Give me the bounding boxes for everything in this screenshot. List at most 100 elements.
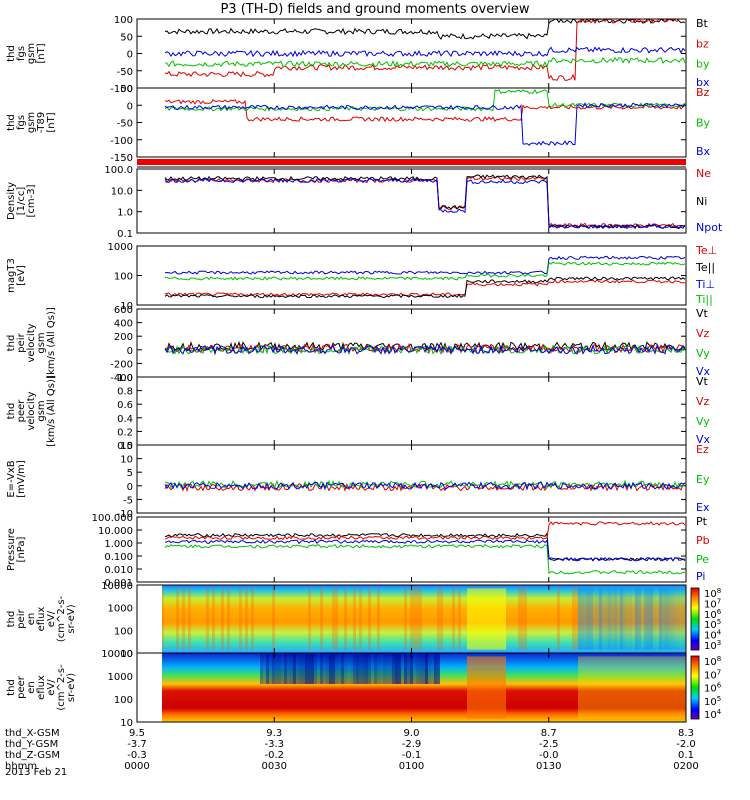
y-axis-label: thd <box>6 335 17 352</box>
spectrogram-column <box>281 653 284 685</box>
series-Pb <box>164 521 686 541</box>
spectrogram-column <box>395 653 398 685</box>
y-axis-label: [km/s (All Qs)] <box>46 307 57 379</box>
spectrogram-column <box>626 656 629 719</box>
y-tick-label: 0.0 <box>117 441 133 452</box>
y-tick-label: 10.000 <box>98 526 133 537</box>
spectrogram-column <box>608 588 611 650</box>
spectrogram-column <box>632 588 635 650</box>
y-tick-label: 0.010 <box>104 565 133 576</box>
spectrogram-column <box>335 653 338 685</box>
spectrogram-column <box>398 653 401 685</box>
legend-Npot: Npot <box>696 221 723 234</box>
spectrogram-column <box>404 653 407 685</box>
legend-Ni: Ni <box>696 195 707 208</box>
spectrogram-column <box>524 588 527 650</box>
spectrogram-column <box>671 588 674 650</box>
spectrogram-column <box>269 653 272 685</box>
y-tick-label: -50 <box>117 67 133 78</box>
spectrogram-column <box>314 653 317 685</box>
y-axis-label: eV/ <box>46 610 57 627</box>
legend-Ey: Ey <box>696 473 710 486</box>
legend-Bt: Bt <box>696 17 709 30</box>
y-axis-label: gsm <box>36 400 47 421</box>
y-tick-label: 1.0 <box>117 373 133 384</box>
y-tick-label: 0.001 <box>104 578 133 589</box>
spectrogram-column <box>593 656 596 719</box>
spectrogram-column <box>476 588 479 650</box>
y-axis-label: [eV] <box>16 265 27 286</box>
series-Pt <box>164 532 686 562</box>
xaxis-value: -0.3 <box>127 750 147 761</box>
y-tick-label: 0.100 <box>104 552 133 563</box>
spectrogram-column <box>680 656 683 719</box>
spectrogram-column <box>311 653 314 685</box>
y-tick-label: 100.0 <box>104 165 133 176</box>
spectrogram-column <box>371 653 374 685</box>
spectrogram-column <box>647 588 650 650</box>
xaxis-value: 0100 <box>399 761 424 772</box>
y-axis-label: eflux <box>36 607 47 632</box>
spectrogram-column <box>368 588 371 650</box>
spectrogram-column <box>617 656 620 719</box>
plot-title: P3 (TH-D) fields and ground moments over… <box>220 2 530 17</box>
series-By <box>164 88 686 112</box>
y-tick-label: 1.000 <box>104 539 133 550</box>
spectrogram-column <box>326 653 329 685</box>
xaxis-row-label: thd_Z-GSM <box>5 750 60 761</box>
spectrogram-column <box>392 653 395 685</box>
spectrogram-column <box>308 588 311 650</box>
xaxis-value: 9.0 <box>404 728 420 739</box>
spectrogram-column <box>431 653 434 685</box>
spectrogram-column <box>188 588 191 650</box>
spectrogram-column <box>590 656 593 719</box>
y-tick-label: 100 <box>114 626 133 637</box>
panel-frame <box>136 87 687 158</box>
xaxis-value: 0.1 <box>678 750 694 761</box>
spectrogram-column <box>578 656 581 719</box>
y-tick-label: 10.0 <box>111 186 133 197</box>
series-Pe <box>164 543 686 575</box>
legend-Te||: Te|| <box>695 261 715 274</box>
y-tick-label: 0.1 <box>117 229 133 240</box>
data-quality-bar <box>137 159 686 165</box>
spectrogram-column <box>659 588 662 650</box>
spectrogram-column <box>290 653 293 685</box>
spectrogram-column <box>665 588 668 650</box>
spectrogram-column <box>344 653 347 685</box>
spectrogram-column <box>494 656 497 719</box>
spectrogram-column <box>638 656 641 719</box>
spectrogram-column <box>503 656 506 719</box>
y-tick-label: 100 <box>114 15 133 26</box>
spectrogram-column <box>305 653 308 685</box>
y-axis-label: fgs <box>16 46 27 61</box>
spectrogram-column <box>482 656 485 719</box>
spectrogram-column <box>476 656 479 719</box>
spectrogram-column <box>557 588 560 650</box>
spectrogram-column <box>635 656 638 719</box>
spectrogram-column <box>452 588 455 650</box>
legend-Vt: Vt <box>696 375 709 388</box>
spectrogram-column <box>488 656 491 719</box>
spectrogram-column <box>473 656 476 719</box>
spectrogram-column <box>320 653 323 685</box>
spectrogram-column <box>425 653 428 685</box>
y-tick-label: 0 <box>127 482 133 493</box>
legend-Ex: Ex <box>696 501 710 514</box>
spectrogram-column <box>320 588 323 650</box>
spectrogram-column <box>296 653 299 685</box>
y-axis-label: velocity <box>26 323 37 362</box>
spectrogram-column <box>581 588 584 650</box>
spectrogram-column <box>221 588 224 650</box>
spectrogram-column <box>335 588 338 650</box>
spectrogram-column <box>656 656 659 719</box>
spectrogram-column <box>581 656 584 719</box>
spectrogram-column <box>650 656 653 719</box>
series-bz <box>164 18 685 81</box>
y-axis-label: (cm^2-s- <box>56 664 67 711</box>
y-axis-label: thd <box>6 114 17 131</box>
spectrogram-column <box>419 653 422 685</box>
spectrogram-column <box>401 653 404 685</box>
spectrogram-column <box>494 588 497 650</box>
